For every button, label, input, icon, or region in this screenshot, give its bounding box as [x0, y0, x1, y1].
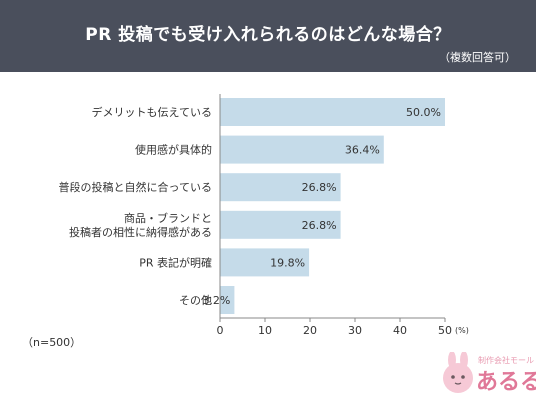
bar	[220, 135, 384, 164]
x-unit-label: (%)	[455, 326, 469, 335]
category-label: 普段の投稿と自然に合っている	[59, 180, 212, 194]
x-tick-label: 20	[303, 324, 317, 337]
x-tick-label: 0	[217, 324, 224, 337]
category-label: 投稿者の相性に納得感がある	[69, 225, 212, 239]
brand-logo: 制作会社モール あるる	[438, 351, 536, 396]
logo-tagline: 制作会社モール	[478, 356, 534, 365]
category-label: デメリットも伝えている	[92, 105, 212, 119]
category-label: 使用感が具体的	[135, 143, 212, 157]
bar-value-label: 26.8%	[302, 181, 337, 194]
bar-value-label: 3.2%	[202, 294, 230, 307]
category-label: 商品・ブランドと	[124, 211, 212, 225]
x-tick-label: 40	[393, 324, 407, 337]
logo-name: あるる	[476, 370, 536, 395]
chart-header: PR 投稿でも受け入れられるのはどんな場合？ （複数回答可）	[0, 0, 536, 72]
x-tick-label: 10	[258, 324, 272, 337]
chart-title: PR 投稿でも受け入れられるのはどんな場合？	[85, 25, 451, 45]
multiple-answers-note: （複数回答可）	[439, 51, 516, 64]
x-tick-label: 30	[348, 324, 362, 337]
category-label: PR 表記が明確	[139, 255, 212, 269]
category-label: その他	[179, 294, 212, 307]
x-tick-label: 50	[438, 324, 452, 337]
bar	[220, 248, 310, 277]
bar-value-label: 50.0%	[406, 106, 441, 119]
bar	[220, 210, 341, 239]
bar-value-label: 19.8%	[270, 256, 305, 269]
sample-size-note: （n=500）	[22, 336, 82, 349]
bar-value-label: 26.8%	[302, 219, 337, 232]
bar	[220, 173, 341, 202]
rabbit-logo-icon	[443, 351, 473, 393]
bar	[220, 98, 445, 126]
bar-value-label: 36.4%	[345, 144, 380, 157]
bar	[220, 286, 235, 314]
